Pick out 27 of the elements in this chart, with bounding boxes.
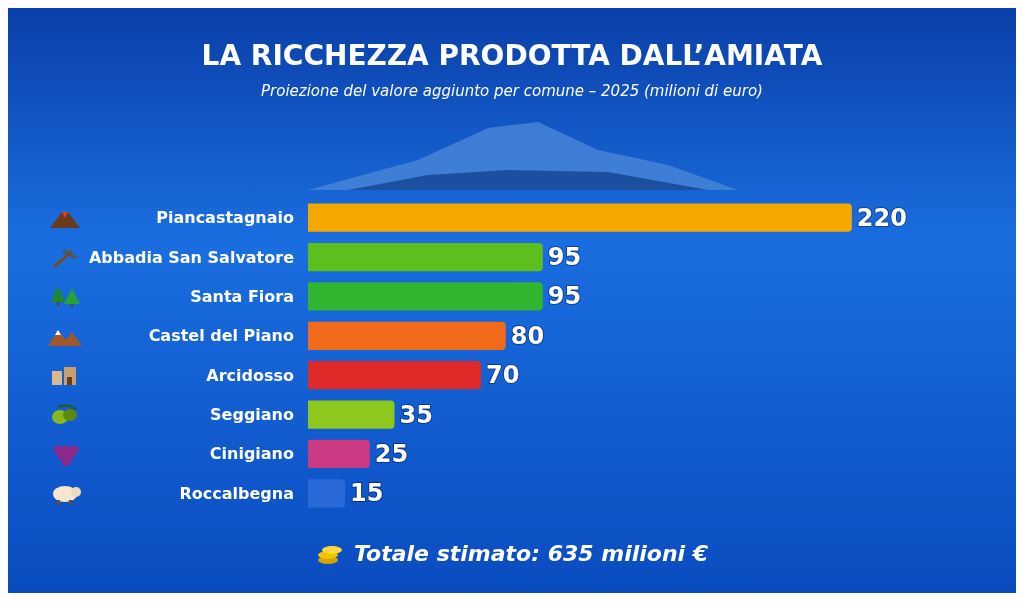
chart-subtitle: Proiezione del valore aggiunto per comune – 2025 (milioni di euro) bbox=[261, 81, 763, 100]
bar bbox=[308, 361, 482, 390]
bar bbox=[308, 282, 543, 311]
chart-title: LA RICCHEZZA PRODOTTA DALL’AMIATA bbox=[201, 38, 823, 72]
y-tick-label: Cinigiano bbox=[209, 444, 295, 464]
data-label: 95 bbox=[547, 282, 582, 311]
data-label: 35 bbox=[399, 400, 433, 429]
y-tick-label: Roccalbegna bbox=[179, 483, 294, 503]
bar bbox=[308, 242, 543, 272]
data-label: 15 bbox=[350, 479, 384, 508]
data-label: 70 bbox=[486, 361, 520, 390]
bar bbox=[308, 439, 370, 469]
data-label: 80 bbox=[510, 321, 545, 350]
y-tick-label: Castel del Piano bbox=[148, 326, 294, 346]
y-tick-label: Abbadia San Salvatore bbox=[88, 247, 295, 267]
y-tick-label: Seggiano bbox=[210, 405, 294, 425]
data-label: 95 bbox=[547, 243, 582, 272]
y-tick-label: Arcidosso bbox=[206, 365, 294, 385]
data-label: 25 bbox=[374, 439, 409, 468]
bar bbox=[308, 479, 346, 508]
bar bbox=[308, 203, 852, 232]
bar bbox=[308, 321, 506, 350]
bar bbox=[308, 400, 395, 429]
text: Totale stimato: 635 milioni € bbox=[353, 541, 709, 566]
y-tick-label: Piancastagnaio bbox=[156, 208, 295, 228]
data-label: 220 bbox=[856, 203, 907, 232]
y-tick-label: Santa Fiora bbox=[190, 286, 294, 306]
